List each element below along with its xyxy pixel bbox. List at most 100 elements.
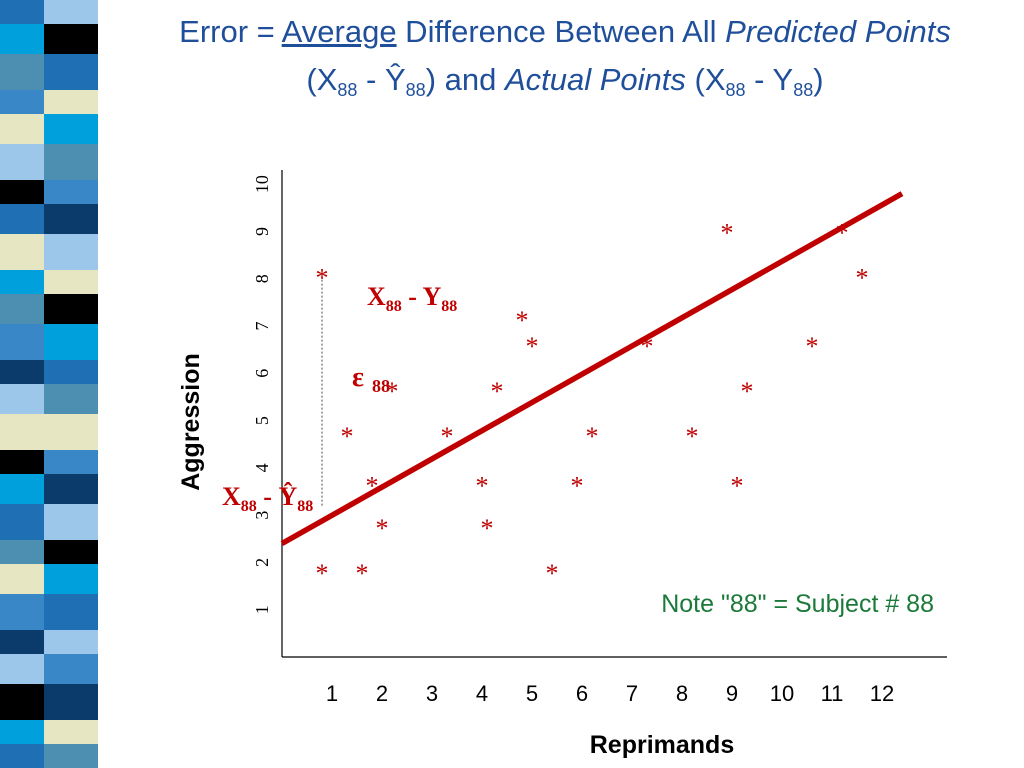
- stripe-block: [44, 294, 98, 324]
- stripe-block: [44, 684, 98, 720]
- y-tick-label: 9: [252, 227, 272, 236]
- stripe-block: [44, 180, 98, 204]
- slide-title-line-2: (X88 - Ŷ88) and Actual Points (X88 - Y88…: [130, 62, 1000, 100]
- x-tick-label: 5: [526, 681, 538, 706]
- stripe-block: [44, 324, 98, 360]
- y-tick-label: 1: [252, 605, 272, 614]
- decorative-stripe-bar: [0, 0, 98, 768]
- stripe-block: [0, 360, 44, 384]
- stripe-block: [44, 564, 98, 594]
- stripe-block: [0, 324, 44, 360]
- stripe-block: [44, 24, 98, 54]
- actual-diff-x: X: [367, 282, 386, 311]
- data-point: *: [441, 422, 454, 451]
- stripe-block: [44, 204, 98, 234]
- title-sub-3: 88: [725, 80, 746, 100]
- predicted-diff-sub-1: 88: [241, 498, 257, 515]
- title-actual-points: Actual Points: [504, 62, 686, 97]
- y-tick-labels: 1 2 3 4 5 6 7 8 9 10: [252, 175, 272, 614]
- title-sub-1: 88: [337, 80, 358, 100]
- stripe-block: [0, 684, 44, 720]
- stripe-block: [0, 114, 44, 144]
- stripe-block: [44, 0, 98, 24]
- data-point: *: [491, 377, 504, 406]
- data-point: *: [386, 377, 399, 406]
- epsilon-sub: 88: [372, 376, 390, 396]
- stripe-block: [44, 90, 98, 114]
- data-point: *: [356, 559, 369, 588]
- stripe-block: [0, 204, 44, 234]
- data-point: *: [316, 559, 329, 588]
- stripe-block: [44, 384, 98, 414]
- stripe-block: [0, 630, 44, 654]
- y-tick-label: 4: [252, 463, 272, 472]
- data-point: *: [526, 332, 539, 361]
- x-tick-label: 6: [576, 681, 588, 706]
- epsilon-symbol: ε: [352, 362, 364, 393]
- x-tick-label: 12: [870, 681, 894, 706]
- stripe-block: [44, 114, 98, 144]
- x-tick-label: 7: [626, 681, 638, 706]
- stripe-block: [0, 90, 44, 114]
- title-predicted-points: Predicted Points: [725, 14, 951, 49]
- stripe-block: [0, 564, 44, 594]
- data-point: *: [586, 422, 599, 451]
- data-point: *: [731, 472, 744, 501]
- data-point: *: [721, 219, 734, 248]
- actual-diff-sub-1: 88: [386, 298, 402, 315]
- stripe-block: [44, 744, 98, 768]
- title-average: Average: [281, 14, 397, 49]
- predicted-diff-sub-2: 88: [297, 498, 313, 515]
- title-dash-2: - Y: [745, 62, 794, 97]
- data-point: *: [376, 514, 389, 543]
- stripe-block: [0, 654, 44, 684]
- title-dash-1: - Ŷ: [357, 62, 406, 97]
- data-point: *: [686, 422, 699, 451]
- x-tick-label: 2: [376, 681, 388, 706]
- x-tick-label: 3: [426, 681, 438, 706]
- stripe-block: [44, 720, 98, 744]
- x-tick-label: 4: [476, 681, 488, 706]
- regression-line: [280, 191, 904, 546]
- x-axis-title: Reprimands: [590, 731, 734, 759]
- data-point: *: [516, 306, 529, 335]
- y-tick-label: 10: [252, 175, 272, 193]
- stripe-block: [44, 54, 98, 90]
- data-point: *: [316, 264, 329, 293]
- data-point: *: [546, 559, 559, 588]
- y-tick-label: 6: [252, 369, 272, 378]
- x-tick-label: 10: [770, 681, 794, 706]
- stripe-block: [0, 720, 44, 744]
- stripe-block: [0, 384, 44, 414]
- stripe-block: [0, 414, 44, 450]
- actual-diff-label: X88 - Y88: [367, 282, 457, 315]
- data-point: *: [341, 422, 354, 451]
- data-point: *: [856, 264, 869, 293]
- actual-diff-sub-2: 88: [441, 298, 457, 315]
- predicted-diff-label: X88 - Ŷ88: [222, 482, 313, 515]
- x-tick-label: 8: [676, 681, 688, 706]
- title-prefix: Error =: [179, 14, 282, 49]
- y-tick-label: 7: [252, 322, 272, 331]
- epsilon-label: ε 88: [352, 362, 390, 396]
- data-point: *: [366, 472, 379, 501]
- slide-title-line-1: Error = Average Difference Between All P…: [130, 14, 1000, 50]
- stripe-block: [44, 504, 98, 540]
- title-close-1: ): [425, 62, 437, 97]
- data-points: ************************: [316, 219, 869, 588]
- stripe-block: [0, 24, 44, 54]
- stripe-block: [0, 180, 44, 204]
- stripe-block: [0, 144, 44, 180]
- predicted-diff-mid: - Ŷ: [257, 482, 298, 511]
- stripe-block: [44, 540, 98, 564]
- stripe-block: [44, 234, 98, 270]
- title-open-2: (X: [685, 62, 726, 97]
- data-point: *: [641, 332, 654, 361]
- stripe-block: [0, 0, 44, 24]
- y-tick-label: 5: [252, 416, 272, 425]
- subject-note: Note "88" = Subject # 88: [661, 590, 934, 618]
- title-sub-2: 88: [405, 80, 426, 100]
- x-tick-labels: 1 2 3 4 5 6 7 8 9 10 11 12: [326, 681, 894, 706]
- stripe-block: [0, 594, 44, 630]
